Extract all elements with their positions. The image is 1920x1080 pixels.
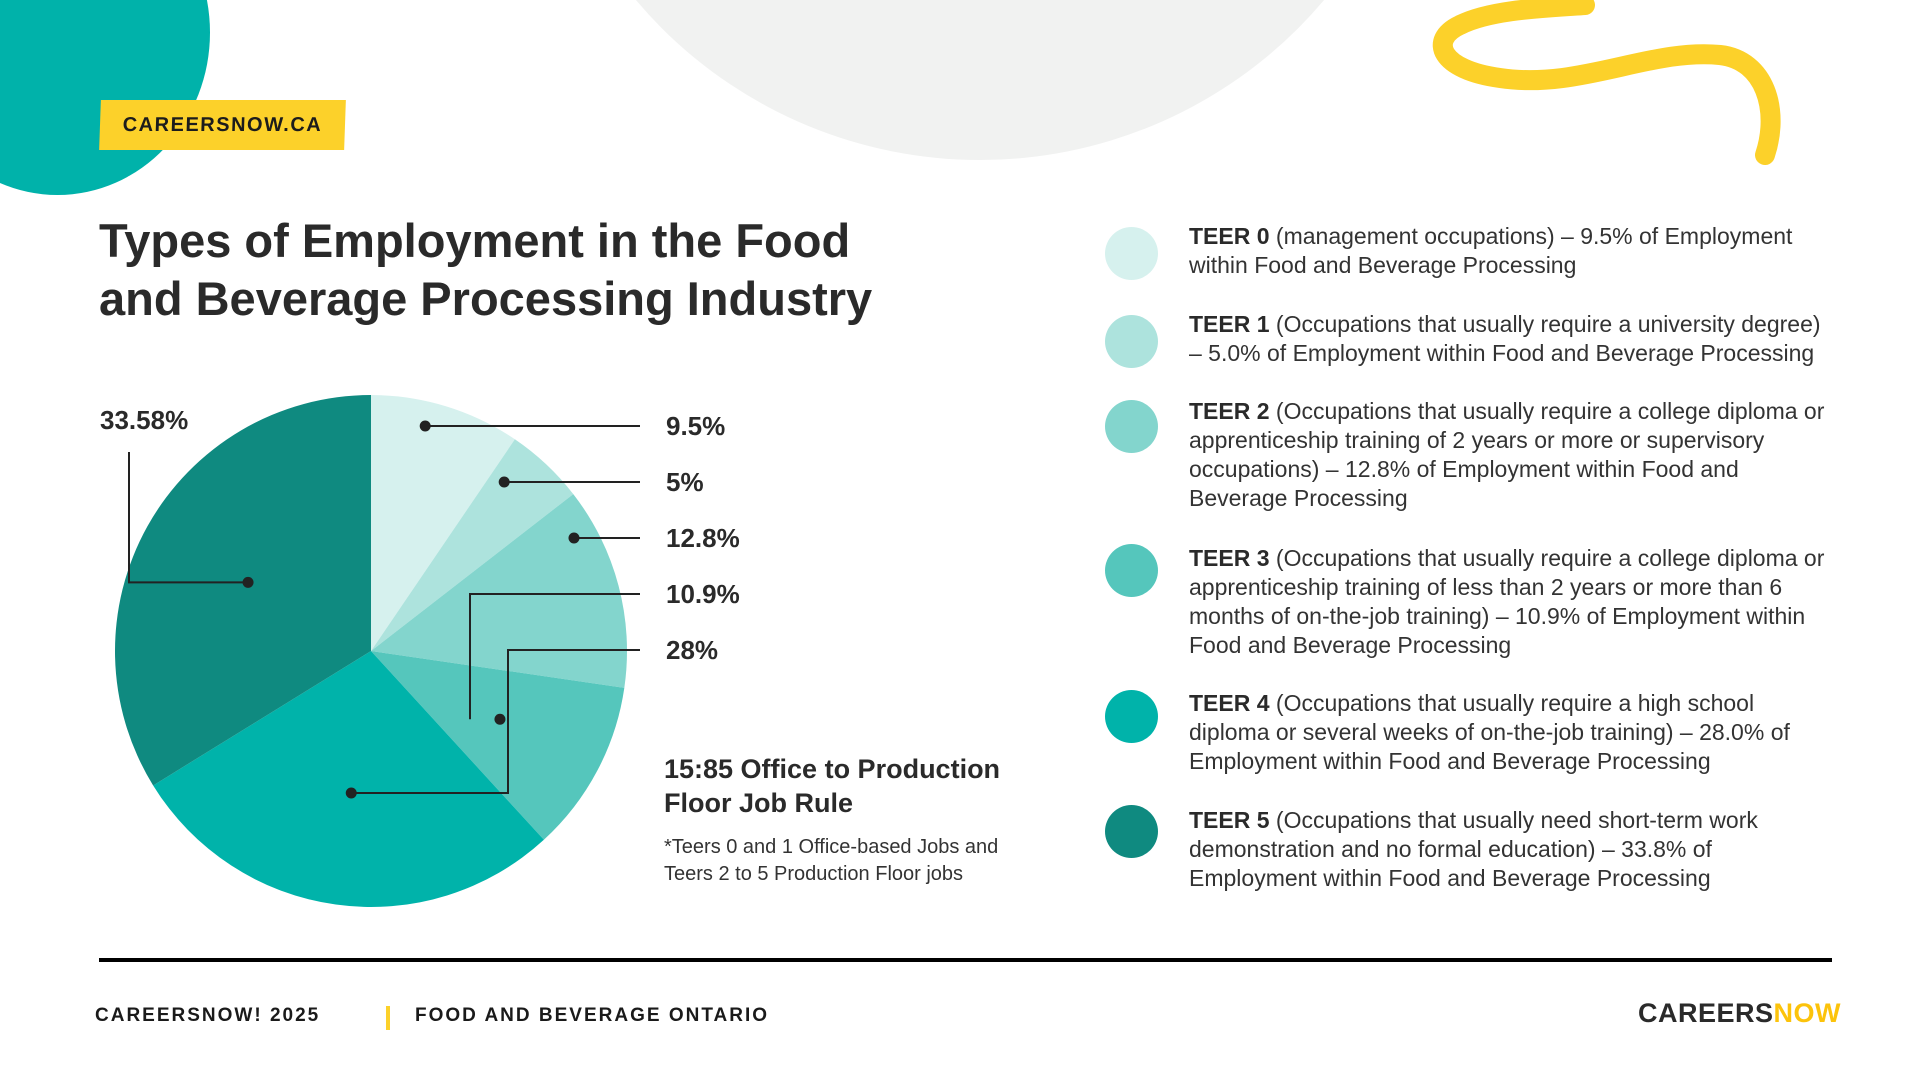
page-title: Types of Employment in the Food and Beve… <box>99 212 899 328</box>
leader-dot-teer-2 <box>568 532 580 544</box>
data-label-teer-5: 33.58% <box>100 405 188 435</box>
leader-line-teer-5 <box>128 452 249 584</box>
legend-description-line: within Food and Beverage Processing <box>1189 252 1577 278</box>
pie-slice-teer-5 <box>114 395 371 786</box>
data-label-teer-2: 12.8% <box>666 523 740 553</box>
legend-swatch <box>1105 315 1158 368</box>
legend-text: TEER 0 (management occupations) – 9.5% o… <box>1189 222 1857 280</box>
rule-title: 15:85 Office to Production Floor Job Rul… <box>664 754 1001 818</box>
legend-description-line: (Occupations that usually require a univ… <box>1275 311 1821 337</box>
legend-description-line: apprenticeship training of less than 2 y… <box>1189 574 1783 600</box>
legend-description-line: Food and Beverage Processing <box>1189 632 1512 658</box>
legend-swatch <box>1105 544 1158 597</box>
legend-description-line: (management occupations) – 9.5% of Emplo… <box>1275 223 1793 249</box>
footer-copyright: CAREERSNOW! 2025 <box>95 1005 321 1026</box>
legend-swatch <box>1105 400 1158 453</box>
pie-slice-teer-2 <box>371 494 627 688</box>
office-production-rule: 15:85 Office to Production Floor Job Rul… <box>664 752 1024 888</box>
data-label-teer-0: 9.5% <box>666 411 725 441</box>
legend-description-line: (Occupations that usually require a coll… <box>1275 398 1825 424</box>
leader-dot-teer-3 <box>494 713 506 725</box>
legend-teer-name: TEER 0 <box>1189 223 1270 249</box>
data-label-teer-3: 10.9% <box>666 579 740 609</box>
legend-description-line: (Occupations that usually need short-ter… <box>1275 807 1758 833</box>
pie-slice-teer-0 <box>371 395 515 651</box>
footer-divider-line <box>99 958 1832 962</box>
legend-description-line: (Occupations that usually require a high… <box>1275 690 1755 716</box>
legend-description-line: Beverage Processing <box>1189 485 1408 511</box>
leader-line-teer-3 <box>469 593 640 720</box>
leader-line-teer-4 <box>351 649 640 794</box>
footer-organization: FOOD AND BEVERAGE ONTARIO <box>415 1005 770 1026</box>
legend-description-line: – 5.0% of Employment within Food and Bev… <box>1189 340 1815 366</box>
legend-description-line: apprenticeship training of 2 years or mo… <box>1189 427 1765 453</box>
legend-text: TEER 1 (Occupations that usually require… <box>1189 310 1857 368</box>
legend-swatch <box>1105 690 1158 743</box>
legend-teer-name: TEER 2 <box>1189 398 1270 424</box>
legend-description-line: Employment within Food and Beverage Proc… <box>1189 748 1711 774</box>
decorative-yellow-swoosh <box>1432 0 1781 165</box>
pie-slice-teer-1 <box>371 439 574 651</box>
legend-text: TEER 2 (Occupations that usually require… <box>1189 397 1857 513</box>
legend-teer-name: TEER 3 <box>1189 545 1270 571</box>
legend-description-line: months of on-the-job training) – 10.9% o… <box>1189 603 1806 629</box>
legend-description-line: (Occupations that usually require a coll… <box>1275 545 1825 571</box>
pie-slice-teer-4 <box>153 651 544 907</box>
leader-dot-teer-1 <box>498 476 510 488</box>
legend-description-line: occupations) – 12.8% of Employment withi… <box>1189 456 1739 482</box>
data-label-teer-1: 5% <box>666 467 704 497</box>
legend-description-line: demonstration and no formal education) –… <box>1189 836 1712 862</box>
legend-description-line: Employment within Food and Beverage Proc… <box>1189 865 1711 891</box>
legend-text: TEER 4 (Occupations that usually require… <box>1189 689 1857 776</box>
legend-swatch <box>1105 227 1158 280</box>
pie-slice-teer-3 <box>371 651 625 840</box>
legend-description-line: diploma or several weeks of on-the-job t… <box>1189 719 1790 745</box>
leader-dot-teer-0 <box>419 420 431 432</box>
title-line-1: Types of Employment in the Food <box>99 214 851 267</box>
footer-separator <box>386 1006 390 1030</box>
legend-swatch <box>1105 805 1158 858</box>
leader-dot-teer-4 <box>345 787 357 799</box>
legend-text: TEER 3 (Occupations that usually require… <box>1189 544 1857 660</box>
legend-teer-name: TEER 5 <box>1189 807 1270 833</box>
careersnow-logo: CAREERSNOW <box>1638 998 1842 1028</box>
leader-dot-teer-5 <box>242 576 254 588</box>
legend-teer-name: TEER 4 <box>1189 690 1270 716</box>
legend-teer-name: TEER 1 <box>1189 311 1270 337</box>
title-line-2: and Beverage Processing Industry <box>99 272 873 325</box>
rule-note: *Teers 0 and 1 Office-based Jobs and Tee… <box>664 836 999 885</box>
data-label-teer-4: 28% <box>666 635 718 665</box>
legend-text: TEER 5 (Occupations that usually need sh… <box>1189 806 1857 893</box>
